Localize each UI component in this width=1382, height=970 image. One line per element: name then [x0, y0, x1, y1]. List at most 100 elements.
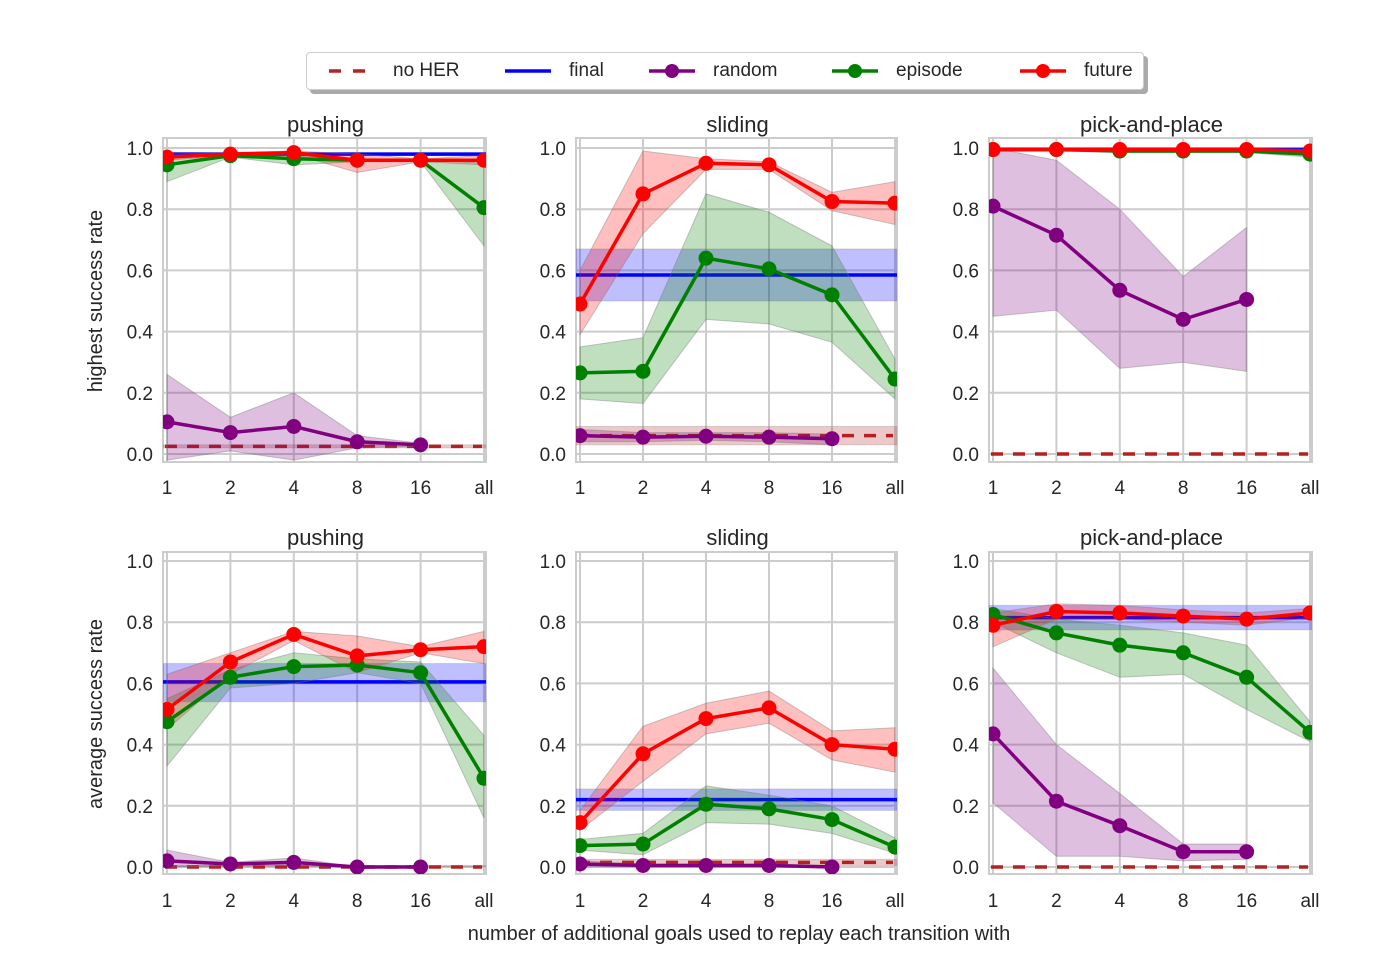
y-tick-label: 0.0 — [953, 858, 979, 879]
line-future — [165, 632, 485, 711]
x-tick-label: all — [474, 478, 493, 499]
plot-content — [989, 603, 1312, 869]
marker-future — [1175, 608, 1191, 624]
marker-future — [1239, 142, 1255, 158]
marker-random — [286, 854, 302, 870]
plot-content — [989, 142, 1312, 456]
x-tick-label: 8 — [1178, 478, 1189, 499]
marker-random — [698, 857, 714, 873]
y-tick-label: 0.2 — [540, 384, 566, 405]
legend-label: random — [713, 60, 778, 81]
y-tick-label: 1.0 — [127, 552, 153, 573]
marker-future — [576, 296, 588, 312]
y-tick-label: 0.2 — [127, 384, 153, 405]
marker-random — [1175, 311, 1191, 327]
x-tick-label: all — [1300, 478, 1319, 499]
y-tick-label: 0.0 — [540, 858, 566, 879]
marker-episode — [761, 261, 777, 277]
marker-random — [349, 859, 365, 874]
y-tick-label: 0.8 — [953, 613, 979, 634]
x-tick-label: 8 — [352, 478, 363, 499]
legend-label: episode — [896, 60, 963, 81]
x-tick-label: 16 — [821, 478, 842, 499]
marker-future — [824, 737, 840, 753]
y-tick-label: 0.4 — [127, 736, 154, 757]
marker-episode — [761, 801, 777, 817]
marker-episode — [635, 836, 651, 852]
marker-random — [1175, 844, 1191, 860]
marker-random — [989, 198, 1001, 214]
marker-future — [476, 152, 486, 168]
marker-episode — [887, 371, 897, 387]
y-tick-label: 0.2 — [953, 797, 979, 818]
legend-label: no HER — [393, 60, 460, 81]
marker-random — [1239, 844, 1255, 860]
marker-future — [761, 700, 777, 716]
x-tick-label: 1 — [988, 891, 999, 912]
y-tick-label: 0.8 — [540, 200, 566, 221]
axes-frame — [988, 551, 1313, 875]
marker-random — [163, 414, 175, 430]
marker-future — [222, 146, 238, 162]
x-tick-label: all — [1300, 891, 1319, 912]
marker-future — [286, 145, 302, 161]
y-tick-label: 0.2 — [127, 797, 153, 818]
band-random — [992, 666, 1248, 862]
marker-episode — [887, 839, 897, 855]
band-episode — [579, 193, 896, 405]
marker-future — [476, 639, 486, 655]
marker-random — [349, 434, 365, 450]
x-tick-label: 4 — [701, 478, 712, 499]
x-tick-label: 16 — [821, 891, 842, 912]
x-tick-label: all — [885, 478, 904, 499]
marker-random — [698, 428, 714, 444]
marker-future — [698, 711, 714, 727]
marker-random — [824, 431, 840, 447]
marker-episode — [476, 770, 486, 786]
marker-future — [349, 152, 365, 168]
legend-swatch-episode — [832, 64, 878, 78]
line-episode — [166, 153, 486, 210]
legend-label: future — [1084, 60, 1133, 81]
line-episode — [579, 802, 896, 849]
x-tick-label: 1 — [575, 478, 586, 499]
y-tick-label: 0.6 — [127, 261, 153, 282]
line-episode — [579, 256, 897, 381]
marker-random — [761, 429, 777, 445]
y-tick-label: 0.4 — [540, 736, 567, 757]
line-future — [578, 706, 896, 824]
y-tick-label: 0.0 — [127, 858, 153, 879]
marker-future — [163, 701, 175, 717]
x-tick-label: 2 — [225, 891, 236, 912]
marker-future — [413, 152, 429, 168]
line-future — [992, 609, 1311, 627]
subplot-title: pushing — [287, 112, 364, 137]
y-tick-label: 0.4 — [953, 323, 980, 344]
marker-random — [286, 418, 302, 434]
y-tick-label: 0.4 — [540, 323, 567, 344]
marker-future — [1112, 605, 1128, 621]
subplot-pushing-highest: 0.0 0.2 0.4 0.6 0.8 1.0 1 2 4 8 16 all pushing highes… — [85, 112, 494, 499]
subplot-pick-and-place-highest: 0.0 0.2 0.4 0.6 0.8 1.0 1 2 4 8 16 all pick-and-plac… — [953, 112, 1320, 499]
legend-marker-icon — [665, 64, 679, 78]
subplot-pushing-average: 0.0 0.2 0.4 0.6 0.8 1.0 1 2 4 8 16 all pushing averag… — [85, 525, 494, 912]
marker-random — [1112, 818, 1128, 834]
legend-item-future: future — [1018, 53, 1133, 89]
y-axis-label: highest success rate — [85, 210, 107, 392]
marker-future — [286, 626, 302, 642]
legend-swatch-final — [505, 69, 551, 73]
plot-area — [163, 552, 486, 874]
marker-episode — [1112, 637, 1128, 653]
subplot-title: sliding — [706, 525, 768, 550]
x-tick-label: 4 — [1115, 478, 1126, 499]
subplot-title: sliding — [706, 112, 768, 137]
line-future — [578, 161, 896, 305]
y-tick-label: 0.8 — [540, 613, 566, 634]
marker-episode — [576, 838, 588, 854]
marker-episode — [222, 669, 238, 685]
marker-episode — [824, 287, 840, 303]
marker-random — [1112, 282, 1128, 298]
marker-episode — [824, 812, 840, 828]
line-future — [993, 147, 1311, 153]
y-tick-label: 0.0 — [127, 445, 153, 466]
